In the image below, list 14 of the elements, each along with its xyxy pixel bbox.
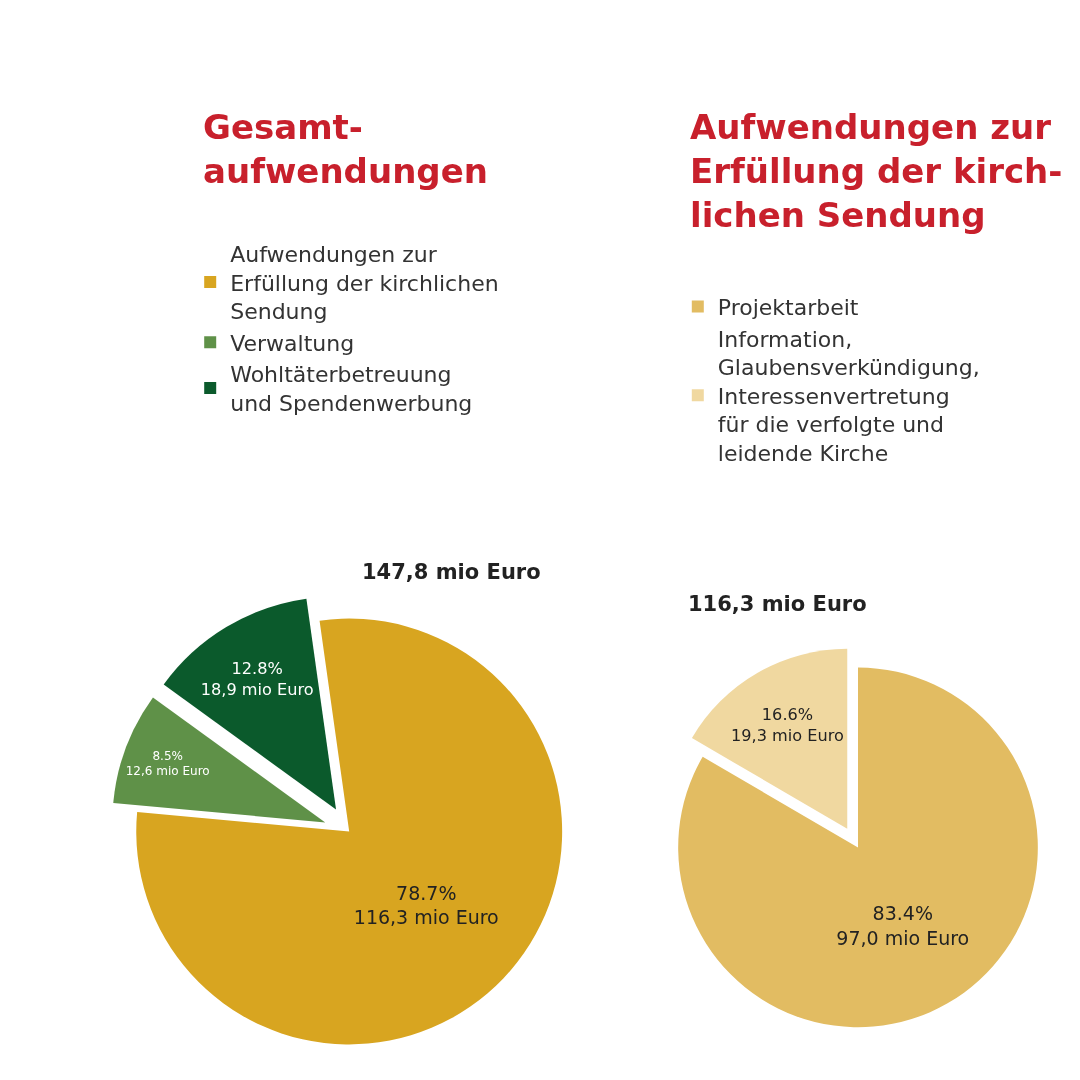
data-label: 16.6% 19,3 mio Euro bbox=[731, 705, 844, 746]
data-label: 12.8% 18,9 mio Euro bbox=[200, 658, 314, 699]
data-label: 8.5% 12,6 mio Euro bbox=[125, 748, 210, 779]
text: 147,8 mio Euro bbox=[362, 560, 541, 584]
legend-label: Information, Glaubensverkündigung, Interessenvertretung für die verfolgte und leidende Kirche bbox=[717, 326, 980, 466]
legend-label: Wohltäterbetreuung und Spendenwerbung bbox=[230, 362, 473, 416]
text: 116,3 mio Euro bbox=[688, 592, 867, 616]
legend-label: Verwaltung bbox=[230, 330, 355, 356]
legend-label: Aufwendungen zur Erfüllung der kirchlichen Sendung bbox=[230, 241, 499, 325]
data-label: 83.4% 97,0 mio Euro bbox=[836, 902, 970, 949]
chart-title: Aufwendungen zur Erfüllung der kirch- lichen Sendung bbox=[690, 107, 1063, 236]
chart-title: Gesamt- aufwendungen bbox=[203, 107, 488, 192]
data-label: 78.7% 116,3 mio Euro bbox=[353, 881, 499, 929]
legend-label: Projektarbeit bbox=[717, 294, 859, 320]
